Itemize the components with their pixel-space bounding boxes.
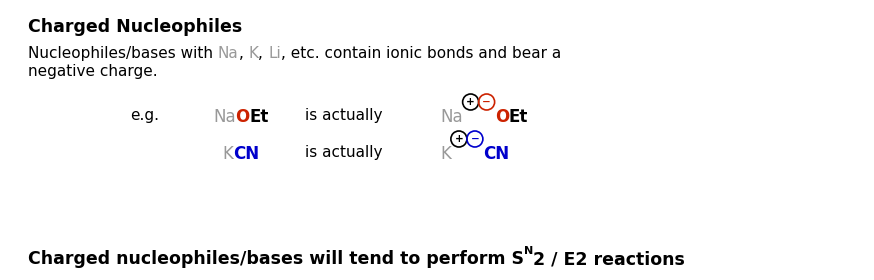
Text: is actually: is actually (305, 145, 383, 160)
Text: K: K (248, 46, 259, 61)
Text: N: N (524, 246, 533, 256)
Text: Na: Na (440, 108, 462, 126)
Text: negative charge.: negative charge. (28, 64, 157, 79)
Text: is actually: is actually (305, 108, 383, 123)
Text: CN: CN (482, 145, 509, 163)
Text: 2 / E2 reactions: 2 / E2 reactions (533, 250, 685, 268)
Text: ,: , (259, 46, 268, 61)
Text: e.g.: e.g. (130, 108, 159, 123)
Text: −: − (482, 97, 491, 107)
Text: Na: Na (213, 108, 236, 126)
Text: K: K (440, 145, 451, 163)
Text: O: O (236, 108, 250, 126)
Text: , etc. contain ionic bonds and bear a: , etc. contain ionic bonds and bear a (281, 46, 561, 61)
Text: Et: Et (250, 108, 269, 126)
Text: +: + (454, 134, 463, 144)
Text: K: K (222, 145, 232, 163)
Text: CN: CN (232, 145, 259, 163)
Text: Charged Nucleophiles: Charged Nucleophiles (28, 18, 242, 36)
Text: Et: Et (509, 108, 528, 126)
Text: Nucleophiles/bases with: Nucleophiles/bases with (28, 46, 218, 61)
Text: Na: Na (218, 46, 239, 61)
Text: O: O (495, 108, 509, 126)
Text: N: N (524, 246, 533, 256)
Text: Li: Li (268, 46, 281, 61)
Text: +: + (466, 97, 475, 107)
Text: Charged nucleophiles/bases will tend to perform S: Charged nucleophiles/bases will tend to … (28, 250, 524, 268)
Text: −: − (470, 134, 479, 144)
Text: ,: , (239, 46, 248, 61)
